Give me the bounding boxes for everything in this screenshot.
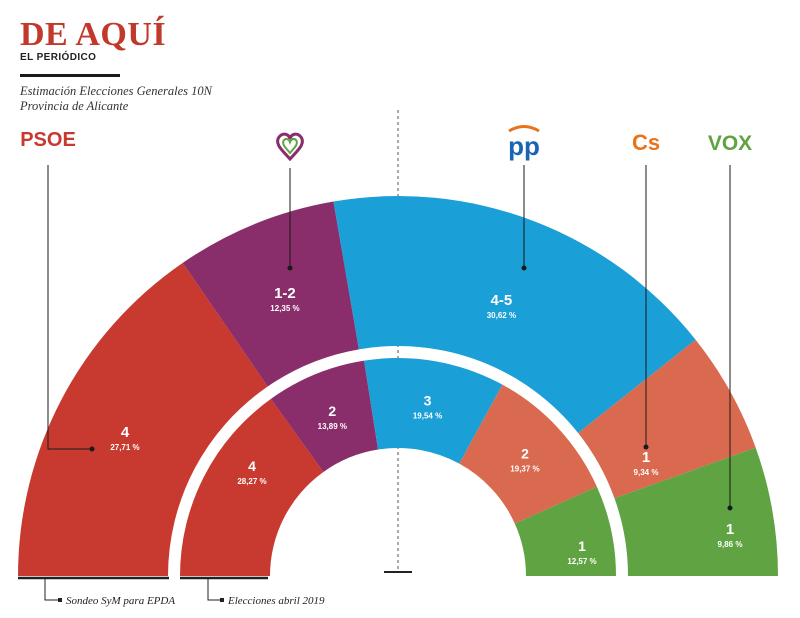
inner-percent-label-compromis: 13,89 %	[318, 422, 347, 431]
leader-line-psoe	[47, 165, 92, 450]
subtitle-line-2: Provincia de Alicante	[20, 99, 129, 113]
inner-seats-label-psoe: 4	[248, 458, 256, 474]
inner-source-dot	[220, 598, 224, 602]
outer-segment-compromis	[182, 201, 359, 387]
outer-ring	[18, 196, 778, 576]
outer-seats-label-cs: 1	[642, 449, 650, 466]
chart-subtitle: Estimación Elecciones Generales 10N Prov…	[20, 84, 212, 114]
outer-source-label: Sondeo SyM para EPDA	[66, 595, 175, 607]
outer-seats-label-vox: 1	[726, 521, 734, 538]
leader-lines	[47, 165, 733, 511]
segment-labels: 4 27,71 % 1-2 12,35 % 4-5 30,62 % 1 9,34 % 1 9,86…	[110, 285, 742, 566]
inner-seats-label-cs: 2	[521, 446, 529, 462]
outer-seats-label-pp: 4-5	[491, 292, 513, 309]
inner-segment-cs	[459, 384, 597, 524]
brand-masthead: DE AQUÍ EL PERIÓDICO	[20, 16, 167, 64]
inner-source-label: Elecciones abril 2019	[227, 595, 325, 607]
inner-segment-compromis	[270, 360, 379, 472]
leader-dot-psoe	[89, 446, 95, 452]
leader-dot-compromis	[287, 265, 293, 271]
outer-segment-psoe	[18, 262, 268, 576]
party-logos: PSOE pp Cs VOX	[20, 125, 752, 162]
heart-logo-icon	[276, 132, 304, 162]
inner-seats-label-pp: 3	[424, 393, 432, 409]
inner-percent-label-pp: 19,54 %	[413, 412, 442, 421]
inner-segment-vox	[514, 486, 616, 576]
outer-percent-label-cs: 9,34 %	[634, 468, 659, 477]
inner-segment-psoe	[180, 398, 324, 576]
inner-percent-label-cs: 19,37 %	[510, 465, 539, 474]
outer-seats-label-psoe: 4	[121, 424, 130, 441]
leader-dot-cs	[643, 444, 649, 450]
brand-rule	[20, 74, 120, 77]
brand-subtitle: EL PERIÓDICO	[20, 52, 97, 63]
inner-source-leader	[207, 578, 222, 601]
inner-percent-label-psoe: 28,27 %	[237, 477, 266, 486]
inner-seats-label-vox: 1	[578, 538, 586, 554]
pp-gull-icon	[508, 125, 540, 133]
outer-percent-label-psoe: 27,71 %	[110, 443, 139, 452]
vox-logo: VOX	[708, 132, 752, 155]
outer-percent-label-compromis: 12,35 %	[270, 304, 299, 313]
cs-logo: Cs	[632, 130, 660, 155]
brand-title: DE AQUÍ	[20, 16, 167, 53]
psoe-logo: PSOE	[20, 129, 76, 151]
outer-source-leader	[44, 578, 60, 601]
leader-dot-pp	[521, 265, 527, 271]
source-legend: Sondeo SyM para EPDA Elecciones abril 20…	[18, 576, 325, 607]
outer-segment-pp	[333, 196, 696, 433]
outer-segment-vox	[614, 447, 778, 576]
outer-percent-label-vox: 9,86 %	[718, 540, 743, 549]
outer-source-dot	[58, 598, 62, 602]
inner-seats-label-compromis: 2	[328, 403, 336, 419]
leader-dot-vox	[727, 505, 733, 511]
inner-ring	[180, 358, 616, 576]
outer-percent-label-pp: 30,62 %	[487, 311, 516, 320]
inner-percent-label-vox: 12,57 %	[567, 557, 596, 566]
outer-seats-label-compromis: 1-2	[274, 285, 296, 302]
outer-segment-cs	[578, 339, 756, 499]
subtitle-line-1: Estimación Elecciones Generales 10N	[20, 84, 212, 98]
inner-segment-pp	[364, 358, 503, 464]
pp-logo: pp	[508, 131, 540, 161]
